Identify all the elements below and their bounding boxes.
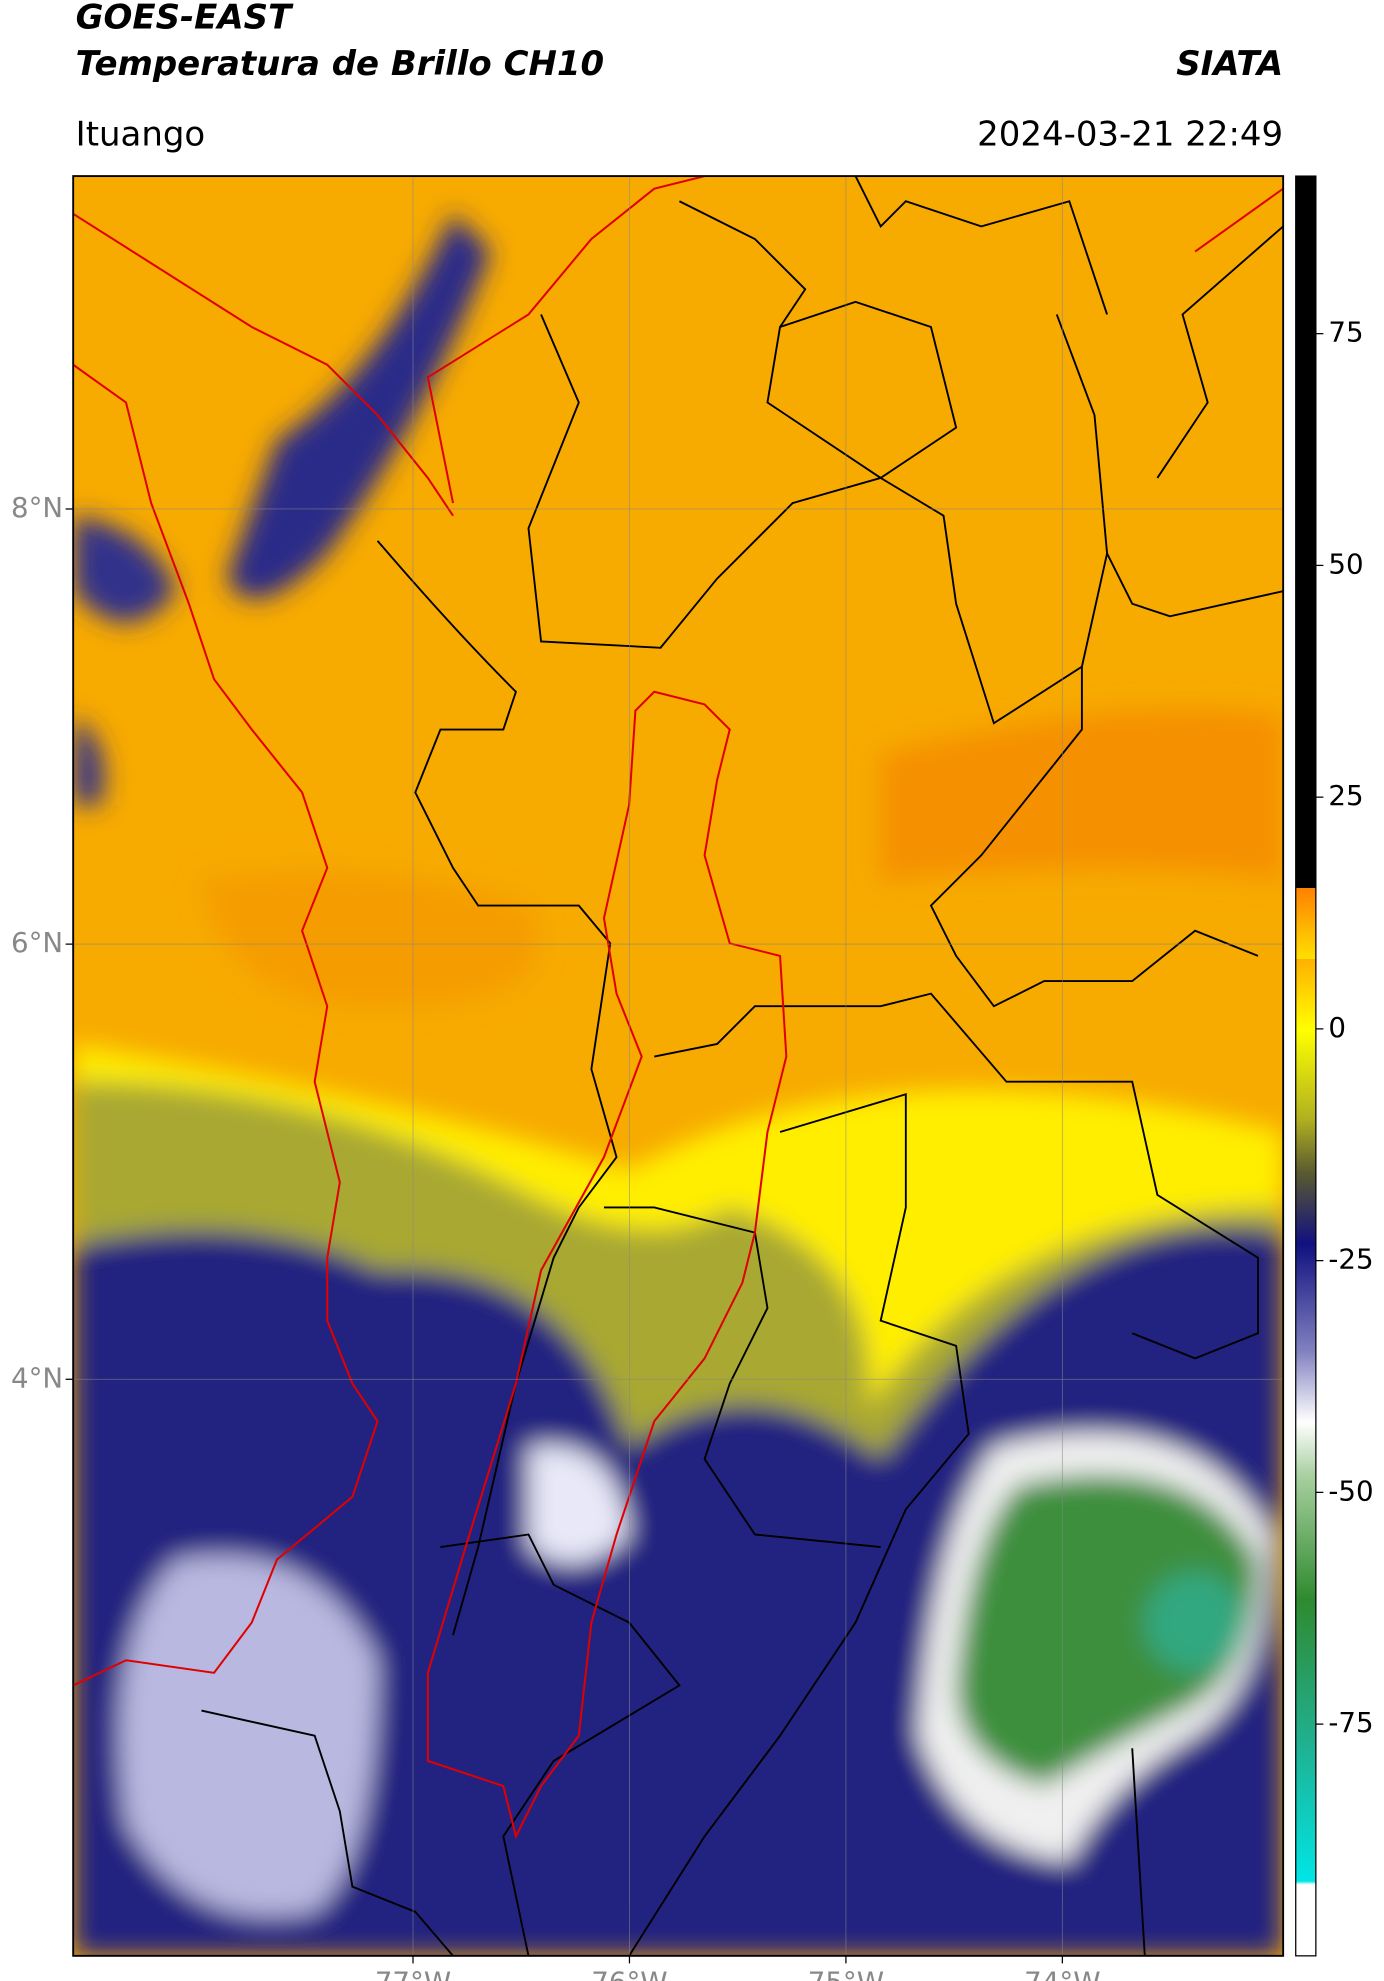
datetime: 2024-03-21 22:49	[977, 114, 1283, 154]
subtitle: Temperatura de Brillo CH10	[76, 44, 604, 84]
colorbar	[1295, 175, 1317, 1957]
satellite-image	[73, 176, 1284, 1956]
lat-tick-label: 4°N	[11, 1361, 63, 1394]
colorbar-tick-label: -75	[1328, 1706, 1373, 1739]
colorbar-tick-label: 0	[1328, 1011, 1346, 1044]
lon-tick-label: 74°W	[1024, 1966, 1100, 1981]
colorbar-tick-label: -50	[1328, 1474, 1373, 1507]
lon-tick-label: 75°W	[808, 1966, 884, 1981]
coastline-and-region	[73, 176, 1284, 1840]
graticule	[73, 176, 1284, 1956]
colorbar-tick-label: 50	[1328, 547, 1363, 580]
lon-tick-label: 77°W	[375, 1966, 451, 1981]
colorbar-tick-label: 25	[1328, 779, 1363, 812]
map-frame	[72, 175, 1285, 1957]
location: Ituango	[76, 114, 206, 154]
colorbar-tick-label: 75	[1328, 316, 1363, 349]
lat-tick-label: 8°N	[11, 491, 63, 524]
brand: SIATA	[1176, 44, 1283, 84]
title: GOES-EAST	[76, 0, 294, 37]
admin-borders	[201, 176, 1284, 1956]
lat-tick-label: 6°N	[11, 926, 63, 959]
colorbar-tick-label: -25	[1328, 1243, 1373, 1276]
lon-tick-label: 76°W	[591, 1966, 667, 1981]
